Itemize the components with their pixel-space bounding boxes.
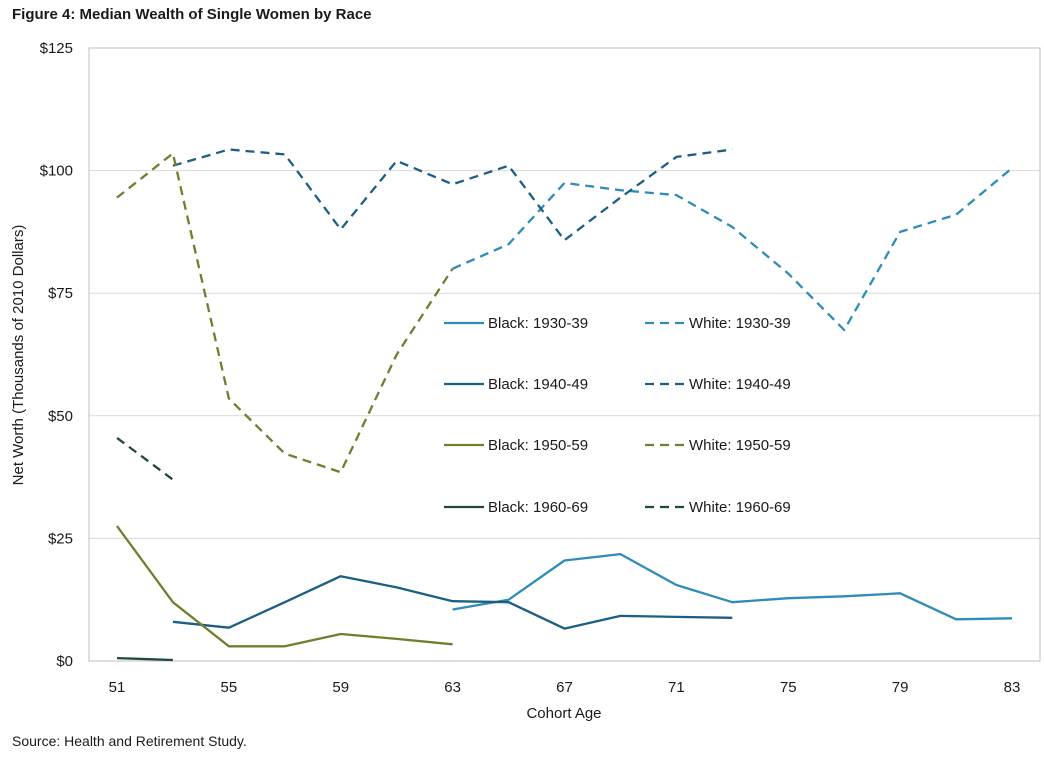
y-tick-label: $125 xyxy=(40,40,73,57)
gridlines xyxy=(89,170,1040,539)
plot-area-border xyxy=(88,47,1041,662)
y-tick-label: $75 xyxy=(48,285,73,302)
x-tick-label: 55 xyxy=(221,679,238,696)
y-axis-label: Net Worth (Thousands of 2010 Dollars) xyxy=(10,225,27,486)
y-tick-label: $50 xyxy=(48,408,73,425)
series-lines xyxy=(116,148,1013,662)
legend-label: White: 1940-49 xyxy=(689,376,791,393)
legend-label: White: 1930-39 xyxy=(689,315,791,332)
series-line xyxy=(452,552,1013,621)
y-tick-label: $25 xyxy=(48,530,73,547)
legend-label: Black: 1930-39 xyxy=(488,315,588,332)
legend-label: White: 1960-69 xyxy=(689,499,791,516)
y-axis-ticks: $0 $25 $50 $75 $100 $125 xyxy=(40,40,73,670)
figure-title: Figure 4: Median Wealth of Single Women … xyxy=(12,6,372,23)
legend: Black: 1930-39 White: 1930-39 Black: 1940-… xyxy=(444,315,791,516)
x-axis-ticks: 51 55 59 63 67 71 75 79 83 xyxy=(109,679,1021,696)
series-line xyxy=(452,167,1013,332)
x-tick-label: 59 xyxy=(332,679,349,696)
series-line xyxy=(172,148,733,242)
source-note: Source: Health and Retirement Study. xyxy=(12,733,247,749)
x-tick-label: 63 xyxy=(444,679,461,696)
legend-label: Black: 1960-69 xyxy=(488,499,588,516)
legend-label: White: 1950-59 xyxy=(689,437,791,454)
series-line xyxy=(116,525,453,648)
y-tick-label: $100 xyxy=(40,163,73,180)
series-line xyxy=(116,436,174,481)
x-tick-label: 71 xyxy=(668,679,685,696)
x-tick-label: 79 xyxy=(892,679,909,696)
series-line xyxy=(116,656,173,662)
x-tick-label: 67 xyxy=(556,679,573,696)
x-tick-label: 83 xyxy=(1004,679,1021,696)
x-axis-label: Cohort Age xyxy=(526,705,601,722)
y-tick-label: $0 xyxy=(56,653,73,670)
x-tick-label: 51 xyxy=(109,679,126,696)
series-line xyxy=(172,575,733,630)
x-tick-label: 75 xyxy=(780,679,797,696)
legend-label: Black: 1940-49 xyxy=(488,376,588,393)
series-line xyxy=(116,152,454,474)
legend-label: Black: 1950-59 xyxy=(488,437,588,454)
